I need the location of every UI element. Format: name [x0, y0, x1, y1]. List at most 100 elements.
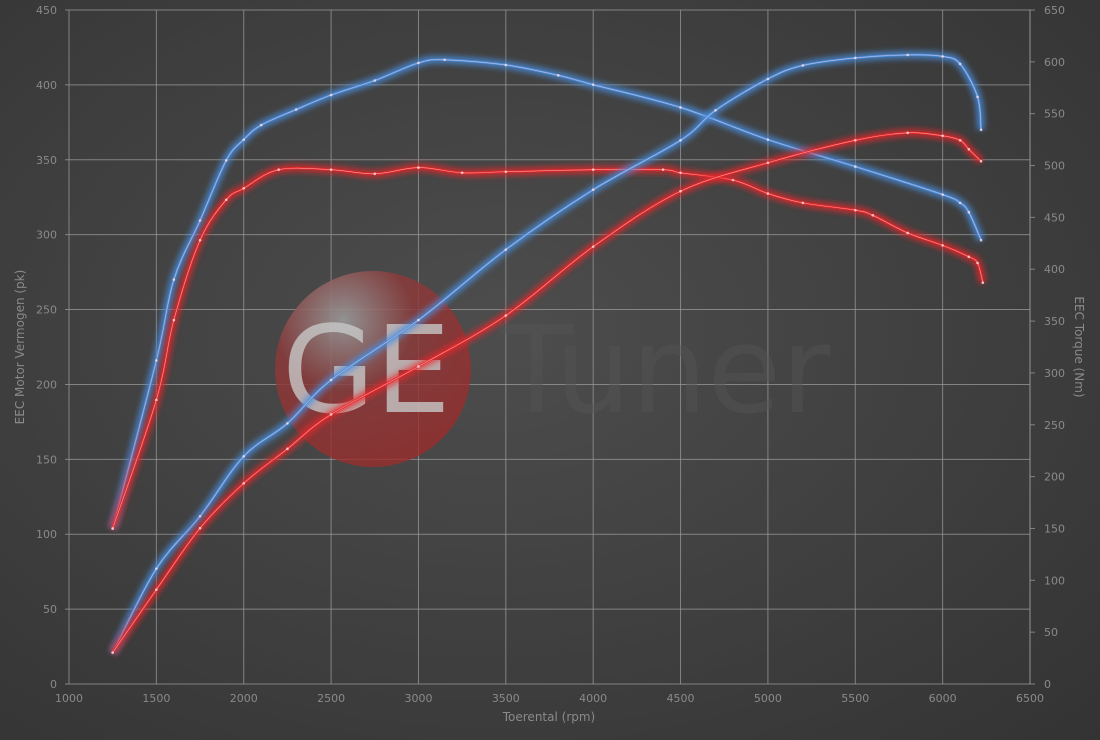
x-axis-title: Toerental (rpm) — [502, 710, 595, 724]
data-point — [979, 238, 983, 242]
data-point — [417, 318, 420, 322]
y-left-tick-label: 0 — [50, 678, 57, 691]
data-point — [329, 93, 333, 97]
series-highlight — [112, 54, 982, 653]
series-power-stock — [109, 128, 984, 655]
data-point — [172, 318, 176, 322]
y-left-tick-label: 350 — [36, 154, 57, 167]
data-point — [976, 95, 979, 99]
data-point — [906, 53, 909, 57]
data-point — [259, 123, 263, 127]
grid — [65, 9, 1035, 685]
series-highlight — [112, 167, 984, 529]
y-right-tick-label: 250 — [1044, 419, 1065, 432]
data-point — [801, 64, 805, 67]
data-point — [941, 244, 944, 247]
y-left-tick-label: 150 — [36, 453, 57, 466]
x-tick-label: 3500 — [492, 692, 520, 705]
data-point — [981, 281, 985, 285]
y-right-tick-label: 600 — [1044, 56, 1065, 69]
y-right-tick-label: 450 — [1044, 211, 1065, 224]
y-right-tick-label: 0 — [1044, 678, 1051, 691]
data-point — [198, 514, 202, 518]
data-point — [941, 134, 944, 138]
data-point — [731, 178, 735, 182]
data-point — [286, 447, 289, 451]
data-point — [242, 187, 246, 190]
data-point — [941, 193, 944, 196]
data-point — [373, 172, 377, 176]
y-right-tick-label: 300 — [1044, 367, 1065, 380]
data-point — [906, 231, 909, 235]
x-tick-label: 3000 — [404, 692, 432, 705]
data-point — [679, 139, 682, 142]
data-point — [504, 170, 508, 174]
series-power-tuned — [109, 50, 986, 655]
data-point — [661, 168, 665, 171]
x-tick-label: 5500 — [841, 692, 869, 705]
y-right-tick-label: 650 — [1044, 4, 1065, 17]
data-point — [277, 168, 280, 171]
y-left-tick-label: 50 — [43, 603, 57, 616]
data-point — [329, 168, 333, 171]
data-point — [967, 255, 971, 259]
y-left-tick-label: 250 — [36, 304, 57, 317]
y-left-tick-label: 100 — [36, 528, 57, 541]
y-left-tick-label: 400 — [36, 79, 57, 92]
data-point — [172, 278, 176, 281]
data-point — [679, 171, 682, 175]
data-point — [443, 58, 446, 62]
svg-text:GE: GE — [282, 302, 451, 441]
data-point — [198, 238, 202, 242]
data-point — [591, 168, 595, 171]
data-point — [958, 139, 962, 142]
y-right-tick-label: 400 — [1044, 263, 1065, 276]
y-left-axis-title: EEC Motor Vermogen (pk) — [13, 270, 27, 425]
y-right-tick-label: 200 — [1044, 471, 1065, 484]
data-point — [155, 398, 158, 402]
x-tick-label: 5000 — [754, 692, 782, 705]
x-tick-label: 6000 — [929, 692, 957, 705]
data-point — [591, 188, 595, 192]
data-point — [242, 455, 246, 458]
y-right-tick-label: 550 — [1044, 108, 1065, 121]
y-right-tick-label: 500 — [1044, 160, 1065, 173]
x-tick-label: 6500 — [1016, 692, 1044, 705]
data-point — [329, 378, 333, 382]
data-point — [556, 74, 560, 77]
data-point — [242, 138, 246, 141]
x-tick-label: 1000 — [55, 692, 83, 705]
data-point — [198, 526, 202, 530]
data-point — [906, 131, 909, 135]
data-point — [111, 527, 114, 530]
data-point — [766, 77, 770, 81]
data-point — [853, 165, 857, 168]
tick-labels: 1000 1500 2000 2500 3000 3500 4000 4500 5000 5500… — [36, 4, 1065, 705]
data-point — [853, 208, 857, 212]
data-point — [294, 108, 298, 111]
data-point — [417, 365, 420, 368]
data-point — [155, 588, 158, 591]
y-left-tick-label: 300 — [36, 229, 57, 242]
data-point — [766, 161, 770, 165]
data-point — [155, 359, 158, 362]
data-point — [286, 422, 289, 425]
data-point — [591, 83, 595, 86]
data-point — [941, 55, 944, 58]
data-point — [679, 189, 682, 193]
data-point — [460, 171, 464, 175]
y-left-tick-label: 450 — [36, 4, 57, 17]
data-point — [976, 261, 979, 265]
data-point — [766, 138, 770, 141]
series-torque-stock — [108, 163, 987, 530]
watermark-logo: GE Tuner — [275, 271, 831, 467]
series-layer — [108, 50, 987, 655]
x-tick-label: 4500 — [667, 692, 695, 705]
data-point — [979, 159, 983, 163]
y-right-tick-label: 150 — [1044, 522, 1065, 535]
y-right-tick-label: 50 — [1044, 626, 1058, 639]
data-point — [979, 128, 983, 132]
data-point — [958, 62, 962, 66]
data-point — [224, 159, 228, 162]
